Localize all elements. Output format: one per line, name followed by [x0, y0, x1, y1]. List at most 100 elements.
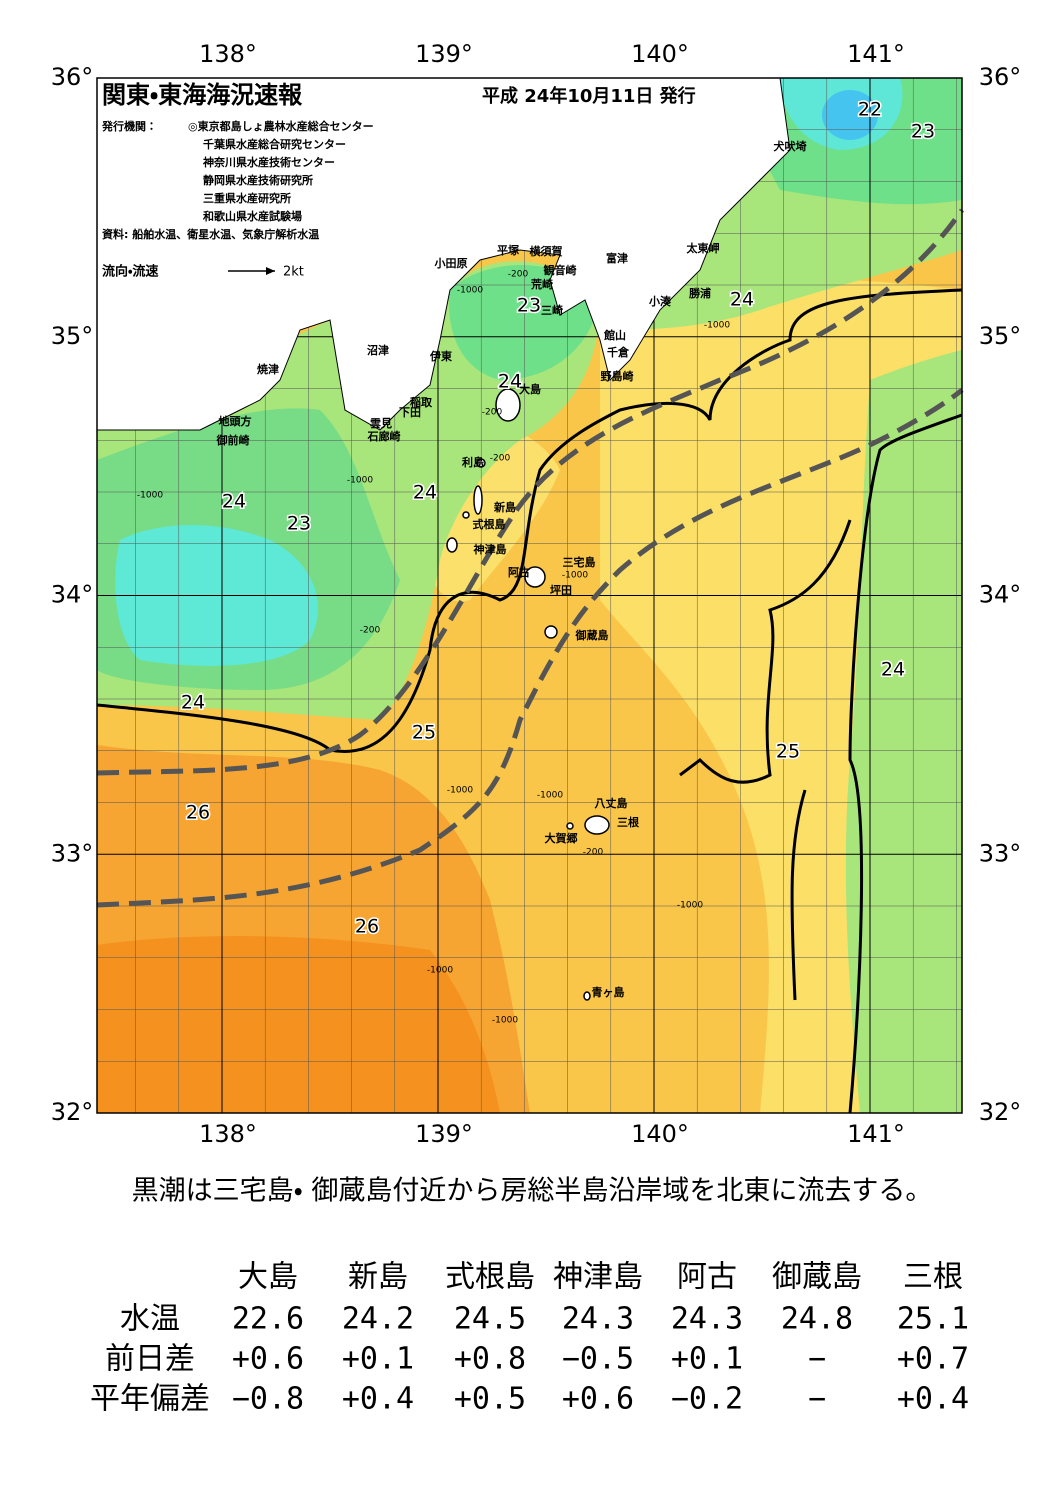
row-label: 前日差	[105, 1342, 195, 1377]
depth-label: -1000	[137, 491, 163, 501]
isotherm-line	[790, 789, 807, 1001]
table-cell: −	[808, 1342, 826, 1377]
table-cell: +0.1	[342, 1342, 414, 1377]
depth-label: -1000	[562, 571, 588, 581]
isotherm-label: 24	[730, 289, 754, 311]
issuer: 神奈川県水産技術センター	[202, 155, 335, 169]
depth-label: -1000	[537, 791, 563, 801]
island	[476, 458, 486, 468]
lon-label: 140°	[631, 1120, 689, 1148]
place-label: 小湊	[648, 294, 672, 308]
isotherm-label: 24	[222, 491, 246, 513]
lon-label: 141°	[847, 1120, 905, 1148]
legend-arrowhead	[266, 267, 275, 275]
map-frame	[96, 77, 963, 1114]
place-label: 沼津	[367, 343, 389, 357]
place-label: 千倉	[607, 345, 630, 359]
isotherm-label: 23	[517, 295, 541, 317]
place-label: 伊東	[429, 349, 453, 363]
table-header: 大島	[238, 1260, 298, 1295]
issuer: ◎東京都島しょ農林水産総合センター	[188, 119, 374, 133]
place-label: 地頭方	[219, 414, 252, 428]
depth-label: -1000	[347, 476, 373, 486]
place-label: 新島	[493, 500, 516, 514]
island	[584, 815, 610, 835]
isotherm-label: 26	[355, 916, 379, 938]
lat-label: 36°	[979, 63, 1022, 91]
table-cell: −0.2	[671, 1382, 743, 1417]
lon-label: 141°	[847, 40, 905, 68]
lat-label: 35°	[979, 322, 1022, 350]
depth-label: -1000	[457, 286, 483, 296]
place-label: 平塚	[497, 243, 520, 257]
island	[566, 822, 574, 830]
place-label: 坪田	[550, 584, 572, 597]
depth-label: -1000	[447, 786, 473, 796]
issuers-label: 発行機関：	[101, 119, 157, 133]
table-header: 神津島	[553, 1260, 643, 1295]
table-cell: 25.1	[897, 1302, 969, 1337]
place-label: 犬吠埼	[774, 139, 807, 153]
table-cell: 24.3	[671, 1302, 743, 1337]
place-label: 三根	[617, 815, 640, 829]
coldest-core	[822, 90, 878, 140]
place-label: 雲見	[370, 417, 392, 430]
place-label: 大島	[519, 382, 541, 396]
isotherm-label: 24	[881, 659, 905, 681]
island	[524, 566, 546, 588]
isotherm-label: 23	[911, 121, 935, 143]
place-label: 青ヶ島	[592, 985, 625, 999]
map	[96, 77, 965, 1114]
place-label: 御蔵島	[575, 628, 609, 642]
issuer: 三重県水産研究所	[203, 191, 291, 205]
place-label: 稲取	[410, 395, 433, 409]
source: 資料: 船舶水温、衛星水温、気象庁解析水温	[102, 227, 319, 241]
table-header: 新島	[348, 1260, 408, 1295]
depth-label: -1000	[427, 966, 453, 976]
row-label: 平年偏差	[90, 1382, 210, 1417]
lat-label: 36°	[51, 63, 94, 91]
isotherm-line	[679, 519, 852, 784]
table-cell: 24.2	[342, 1302, 414, 1337]
place-label: 観音崎	[544, 263, 577, 277]
table-cell: 22.6	[232, 1302, 304, 1337]
table-cell: +0.6	[562, 1382, 634, 1417]
place-label: 富津	[606, 251, 628, 265]
depth-label: -1000	[677, 901, 703, 911]
isotherm-label: 22	[858, 99, 882, 121]
isotherm-line	[96, 288, 963, 753]
island	[495, 388, 521, 422]
depth-label: -200	[360, 626, 381, 636]
table-cell: 24.5	[454, 1302, 526, 1337]
lat-label: 32°	[51, 1098, 94, 1126]
place-label: 下田	[399, 406, 421, 419]
place-label: 太東岬	[686, 241, 720, 255]
place-label: 神津島	[473, 542, 507, 556]
lat-label: 32°	[979, 1098, 1022, 1126]
place-label: 館山	[603, 328, 626, 342]
legend-scale: 2kt	[283, 265, 304, 280]
land	[96, 77, 791, 431]
table-cell: 24.8	[781, 1302, 853, 1337]
isotherm-label: 25	[412, 722, 436, 744]
place-label: 小田原	[434, 256, 468, 270]
place-label: 御前崎	[216, 433, 250, 447]
place-label: 荒崎	[530, 277, 553, 291]
isotherm-label: 24	[413, 482, 437, 504]
isotherm-label: 26	[186, 802, 210, 824]
place-label: 八丈島	[595, 796, 628, 810]
place-label: 焼津	[257, 362, 279, 376]
isotherm-line	[848, 413, 963, 1114]
depth-label: -1000	[704, 321, 730, 331]
place-label: 式根島	[473, 517, 506, 531]
row-label: 水温	[120, 1302, 180, 1337]
table-cell: +0.5	[454, 1382, 526, 1417]
issuer: 和歌山県水産試験場	[203, 209, 302, 223]
table-header: 三根	[903, 1260, 963, 1295]
labels: 22 23 24 23 24 24 24 23 24 25 25 24 26 26 -200 -1000 -20…	[137, 97, 937, 1026]
lon-label: 138°	[199, 40, 257, 68]
isotherm-label: 23	[287, 513, 311, 535]
summary: 黒潮は三宅島・ 御蔵島付近から房総半島沿岸域を北東に流去する。	[132, 1176, 933, 1207]
table-header: 阿古	[677, 1260, 737, 1295]
isotherm-label: 24	[498, 371, 522, 393]
